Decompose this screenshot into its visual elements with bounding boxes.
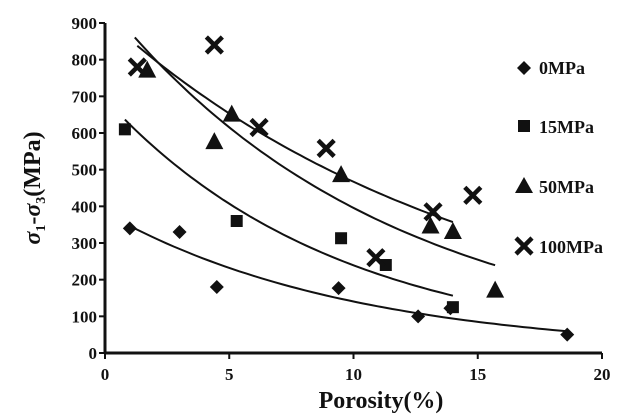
y-tick-label: 500 — [72, 161, 98, 180]
data-point-square — [118, 123, 131, 136]
data-point-diamond — [172, 225, 187, 239]
x-tick-label: 20 — [594, 365, 611, 384]
data-point-x — [127, 57, 147, 77]
trend-lines — [124, 36, 568, 333]
data-point-triangle — [332, 165, 351, 183]
legend-item-0mpa: 0MPa — [517, 58, 585, 78]
x-axis-title: Porosity(%) — [319, 388, 444, 414]
legend: 0MPa 15MPa 50MPa 100MPa — [514, 58, 603, 257]
data-point-x — [316, 138, 336, 158]
data-point-triangle — [486, 280, 505, 298]
legend-item-50mpa: 50MPa — [515, 177, 594, 197]
data-point-diamond — [560, 327, 575, 342]
x-tick-label: 15 — [469, 365, 486, 384]
legend-marker-x — [514, 236, 534, 256]
trend-line-0 — [129, 225, 568, 333]
legend-label-100mpa: 100MPa — [539, 237, 603, 257]
trend-line-3 — [136, 45, 454, 224]
y-tick-label: 900 — [72, 14, 98, 33]
data-point-x — [249, 117, 269, 138]
data-point-x — [463, 185, 483, 205]
legend-marker-square — [518, 120, 530, 132]
data-point-triangle — [222, 104, 241, 122]
data-point-x — [366, 248, 386, 268]
legend-item-15mpa: 15MPa — [518, 117, 594, 137]
y-tick-label: 200 — [72, 271, 98, 290]
data-point-diamond — [122, 221, 137, 236]
legend-label-15mpa: 15MPa — [539, 117, 594, 137]
y-tick-label: 600 — [72, 124, 98, 143]
legend-item-100mpa: 100MPa — [514, 236, 603, 257]
y-tick-label: 400 — [72, 197, 98, 216]
y-axis-title: σ1-σ3(MPa) — [20, 131, 49, 244]
data-point-x — [423, 202, 443, 222]
y-tick-label: 0 — [89, 344, 98, 363]
trend-line-1 — [124, 118, 454, 297]
data-point-diamond — [331, 281, 346, 296]
y-tick-label: 700 — [72, 87, 98, 106]
y-tick-label: 800 — [72, 51, 98, 70]
legend-marker-triangle — [515, 177, 533, 193]
data-point-diamond — [209, 280, 224, 294]
legend-marker-diamond — [517, 61, 531, 75]
data-point-square — [230, 215, 243, 227]
data-point-square — [446, 301, 459, 314]
data-point-square — [335, 232, 348, 245]
y-tick-label: 100 — [72, 307, 98, 326]
legend-label-0mpa: 0MPa — [539, 58, 585, 78]
y-tick-label: 300 — [72, 234, 98, 253]
data-point-x — [204, 35, 224, 55]
x-tick-label: 0 — [101, 365, 110, 384]
data-point-diamond — [411, 309, 426, 324]
data-point-triangle — [443, 222, 462, 239]
data-point-triangle — [205, 132, 224, 150]
x-tick-label: 10 — [345, 365, 362, 384]
data-markers — [118, 35, 575, 342]
data-point-triangle — [421, 216, 440, 234]
legend-label-50mpa: 50MPa — [539, 177, 594, 197]
x-tick-label: 5 — [225, 365, 234, 384]
trend-line-2 — [134, 36, 496, 267]
